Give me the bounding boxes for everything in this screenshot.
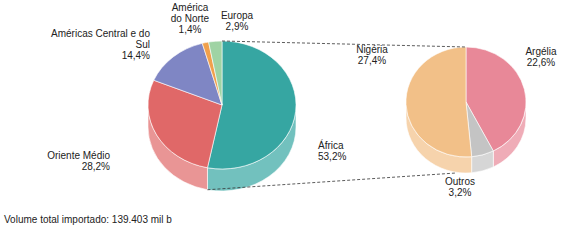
- slice-label: Outros3,2%: [440, 176, 480, 198]
- value-label: 53,2%: [318, 151, 378, 162]
- category-label: Oriente Médio: [18, 150, 110, 161]
- category-label: Américas Central e do Sul: [40, 28, 150, 50]
- value-label: 28,2%: [18, 161, 110, 172]
- category-label: Europa: [217, 10, 257, 21]
- slice-label: América do Norte1,4%: [165, 2, 215, 35]
- category-label: Argélia: [518, 46, 564, 57]
- connector-line: [207, 173, 456, 190]
- pie-slice: [209, 41, 222, 105]
- value-label: 3,2%: [440, 187, 480, 198]
- category-label: América do Norte: [165, 2, 215, 24]
- slice-label: Europa2,9%: [217, 10, 257, 32]
- slice-label: Oriente Médio28,2%: [18, 150, 110, 172]
- slice-top: [406, 47, 472, 157]
- pie-slice: [466, 47, 526, 167]
- connector-line: [222, 41, 466, 47]
- value-label: 2,9%: [217, 21, 257, 32]
- category-label: Nigéria: [347, 44, 397, 55]
- slice-top: [209, 41, 222, 105]
- pie-slice: [406, 47, 472, 173]
- value-label: 27,4%: [347, 55, 397, 66]
- value-label: 1,4%: [165, 24, 215, 35]
- value-label: 22,6%: [518, 57, 564, 68]
- slice-label: África53,2%: [318, 140, 378, 162]
- pie-slice: [207, 41, 296, 191]
- category-label: Outros: [440, 176, 480, 187]
- slice-label: Argélia22,6%: [518, 46, 564, 68]
- chart-root: África53,2% Oriente Médio28,2% Américas Ce…: [0, 0, 567, 234]
- value-label: 14,4%: [40, 50, 150, 61]
- category-label: África: [318, 140, 378, 151]
- slice-label: Nigéria27,4%: [347, 44, 397, 66]
- slice-label: Américas Central e do Sul14,4%: [40, 28, 150, 61]
- footnote: Volume total importado: 139.403 mil b: [4, 214, 172, 225]
